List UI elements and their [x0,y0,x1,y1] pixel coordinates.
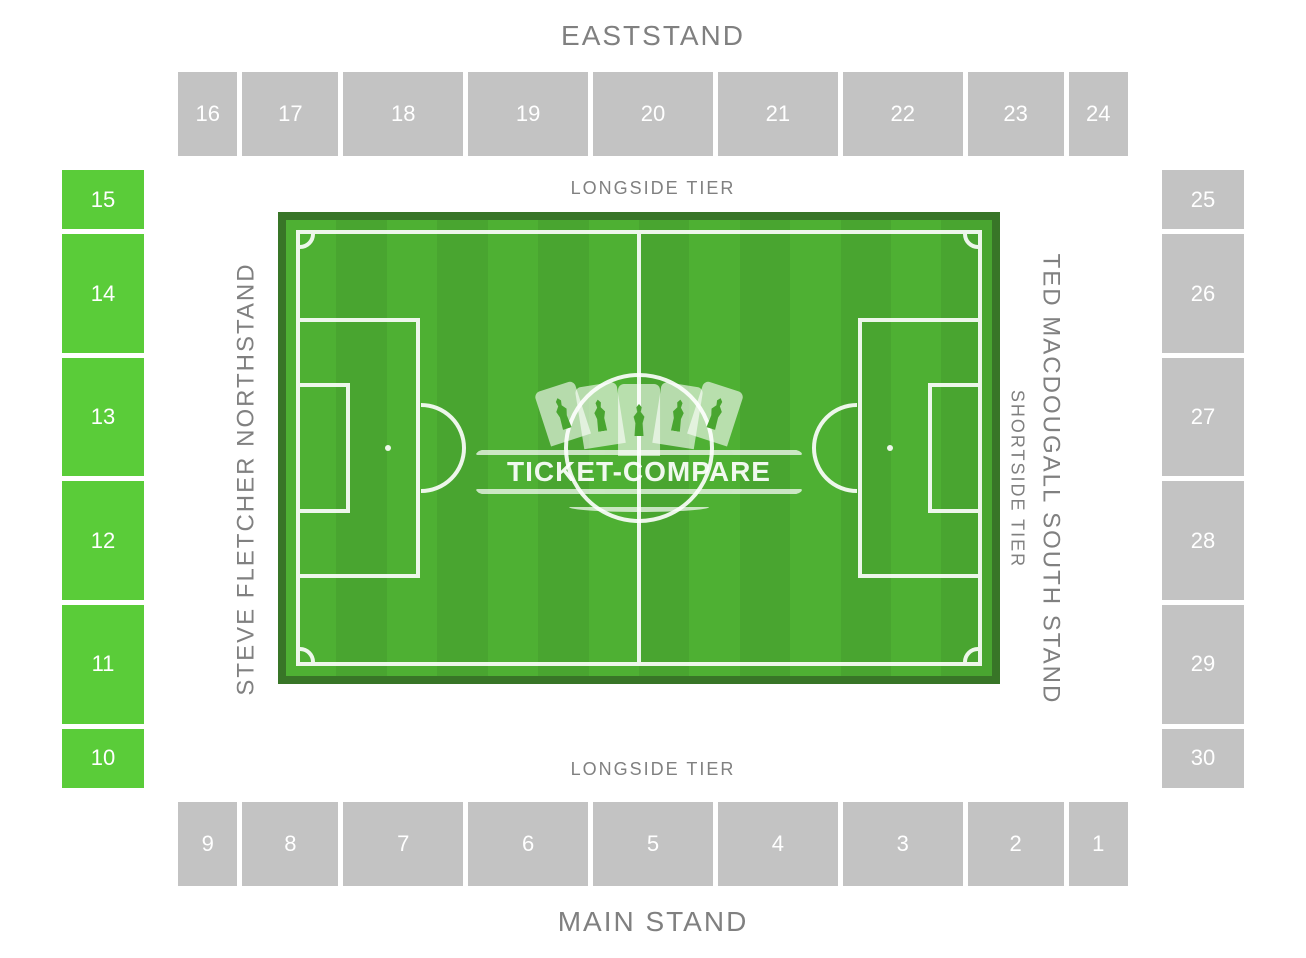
center-circle [564,373,714,523]
seating-block-19[interactable]: 19 [468,72,588,156]
seating-block-24[interactable]: 24 [1069,72,1128,156]
seating-block-13[interactable]: 13 [62,358,144,477]
south-stand-blocks: 252627282930 [1162,170,1244,788]
east-stand-blocks: 161718192021222324 [178,72,1128,156]
longside-tier-bottom-label: LONGSIDE TIER [571,759,736,780]
seating-block-6[interactable]: 6 [468,802,588,886]
seating-block-21[interactable]: 21 [718,72,838,156]
seating-block-22[interactable]: 22 [843,72,963,156]
seating-block-27[interactable]: 27 [1162,358,1244,477]
penalty-spot-right [887,445,893,451]
seating-block-3[interactable]: 3 [843,802,963,886]
seating-block-5[interactable]: 5 [593,802,713,886]
seating-block-2[interactable]: 2 [968,802,1064,886]
seating-block-1[interactable]: 1 [1069,802,1128,886]
seating-block-14[interactable]: 14 [62,234,144,353]
main-stand-label: MAIN STAND [558,906,749,938]
north-stand-blocks: 151413121110 [62,170,144,788]
main-stand-blocks: 987654321 [178,802,1128,886]
seating-block-29[interactable]: 29 [1162,605,1244,724]
seating-block-8[interactable]: 8 [242,802,338,886]
seating-block-25[interactable]: 25 [1162,170,1244,229]
seating-block-12[interactable]: 12 [62,481,144,600]
seating-block-7[interactable]: 7 [343,802,463,886]
seating-block-30[interactable]: 30 [1162,729,1244,788]
east-stand-label: EASTSTAND [561,20,745,52]
seating-block-11[interactable]: 11 [62,605,144,724]
south-stand-label: TED MACDOUGALL SOUTH STAND [1037,254,1065,705]
seating-block-20[interactable]: 20 [593,72,713,156]
seating-block-26[interactable]: 26 [1162,234,1244,353]
seating-block-15[interactable]: 15 [62,170,144,229]
seating-block-4[interactable]: 4 [718,802,838,886]
six-yard-box-right [928,383,978,513]
stadium-seating-map: EASTSTAND MAIN STAND STEVE FLETCHER NORT… [30,20,1276,938]
penalty-spot-left [385,445,391,451]
seating-block-10[interactable]: 10 [62,729,144,788]
seating-block-18[interactable]: 18 [343,72,463,156]
longside-tier-top-label: LONGSIDE TIER [571,178,736,199]
pitch-lines [296,230,982,666]
seating-block-23[interactable]: 23 [968,72,1064,156]
football-pitch: TICKET-COMPARE [278,212,1000,684]
six-yard-box-left [300,383,350,513]
seating-block-9[interactable]: 9 [178,802,237,886]
seating-block-16[interactable]: 16 [178,72,237,156]
seating-block-28[interactable]: 28 [1162,481,1244,600]
north-stand-label: STEVE FLETCHER NORTHSTAND [233,262,261,695]
seating-block-17[interactable]: 17 [242,72,338,156]
shortside-tier-right-label: SHORTSIDE TIER [1006,390,1027,568]
